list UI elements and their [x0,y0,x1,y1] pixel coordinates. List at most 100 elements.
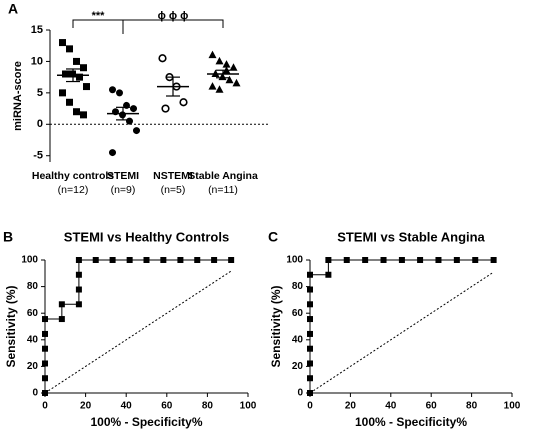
roc-point [177,257,184,263]
roc-point [325,257,332,263]
dot [80,111,87,119]
roc-point [42,360,48,367]
dot [161,104,170,113]
y-tick-label: 80 [27,281,39,292]
roc-point [42,345,48,352]
roc-point [42,390,48,396]
roc-point [307,316,313,323]
sample-size: (n=5) [161,184,186,196]
roc-line [44,259,232,393]
dot [59,89,66,97]
roc-point [92,257,99,263]
sample-size: (n=11) [208,184,238,196]
panel-label: B [3,229,13,245]
y-tick-label: 0 [297,388,303,399]
roc-point [435,257,442,263]
roc-point [307,360,313,367]
sample-size: (n=12) [58,184,89,196]
roc-point [42,316,48,323]
x-tick-label: 40 [121,401,133,412]
roc-point [307,301,313,308]
roc-point [453,257,460,263]
dot [59,39,66,47]
y-tick-label: 15 [31,24,43,36]
roc-point [307,286,313,293]
y-tick-label: 40 [27,334,39,345]
x-tick-label: STEMI [107,170,139,182]
sample-size: (n=9) [111,184,136,196]
y-tick-label: 20 [292,361,304,372]
dot [208,50,217,59]
dot [215,56,224,65]
roc-point [194,257,201,263]
dot [126,117,133,125]
roc-point [42,375,48,382]
panel-label: C [268,229,278,245]
x-tick-label: 100 [240,401,257,412]
significance-label: ϕ ϕ ϕ [158,10,189,22]
dot [76,73,83,81]
chart-title: STEMI vs Healthy Controls [64,229,229,244]
roc-point [307,271,313,278]
panel-label: A [8,1,18,17]
significance-bracket [122,19,224,28]
dot [66,45,73,53]
significance-label: *** [92,10,106,22]
roc-point [228,257,235,263]
dot [179,98,188,107]
roc-point [472,257,479,263]
roc-point [160,257,167,263]
y-tick-label: 20 [27,361,39,372]
y-tick-label: 0 [37,118,43,130]
roc-point [380,257,387,263]
x-tick-label: 60 [161,401,173,412]
y-tick-label: 100 [21,255,38,266]
roc-point [307,330,313,337]
roc-point [58,301,65,308]
y-axis-label: Sensitivity (%) [269,285,283,367]
roc-line [309,259,494,393]
dot [232,78,241,87]
roc-point [42,330,48,337]
dot [73,57,80,65]
x-tick-label: NSTEMI [153,170,193,182]
dot [80,64,87,72]
x-tick-label: 0 [42,401,48,412]
dot [109,149,116,157]
dot [62,70,69,78]
x-tick-label: 80 [202,401,214,412]
dot [222,60,231,68]
x-tick-label: Healthy controls [32,170,114,182]
roc-point [307,375,313,382]
y-tick-label: 5 [37,87,43,99]
roc-point [143,257,150,263]
dot [229,63,238,71]
chart-title: STEMI vs Stable Angina [337,229,485,244]
reference-line [44,270,232,394]
roc-point [307,345,313,352]
roc-point [75,271,82,278]
x-tick-label: 80 [466,401,478,412]
roc-point [75,286,82,293]
roc-point [343,257,350,263]
x-tick-label: 20 [80,401,92,412]
dot [133,127,140,135]
reference-line [309,271,494,394]
dot [225,75,234,84]
roc-point [417,257,424,263]
x-tick-label: 20 [345,401,357,412]
x-tick-label: 60 [426,401,438,412]
dot [109,86,116,94]
roc-point [307,390,313,396]
dot [158,54,167,63]
roc-point [362,257,369,263]
y-tick-label: 80 [292,281,304,292]
y-tick-label: -5 [33,150,43,162]
roc-point [490,257,497,263]
x-axis-label: 100% - Specificity% [90,415,202,429]
y-tick-label: 60 [292,308,304,319]
dot [215,85,224,93]
x-tick-label: 100 [504,401,521,412]
y-axis-label: miRNA-score [12,61,24,131]
